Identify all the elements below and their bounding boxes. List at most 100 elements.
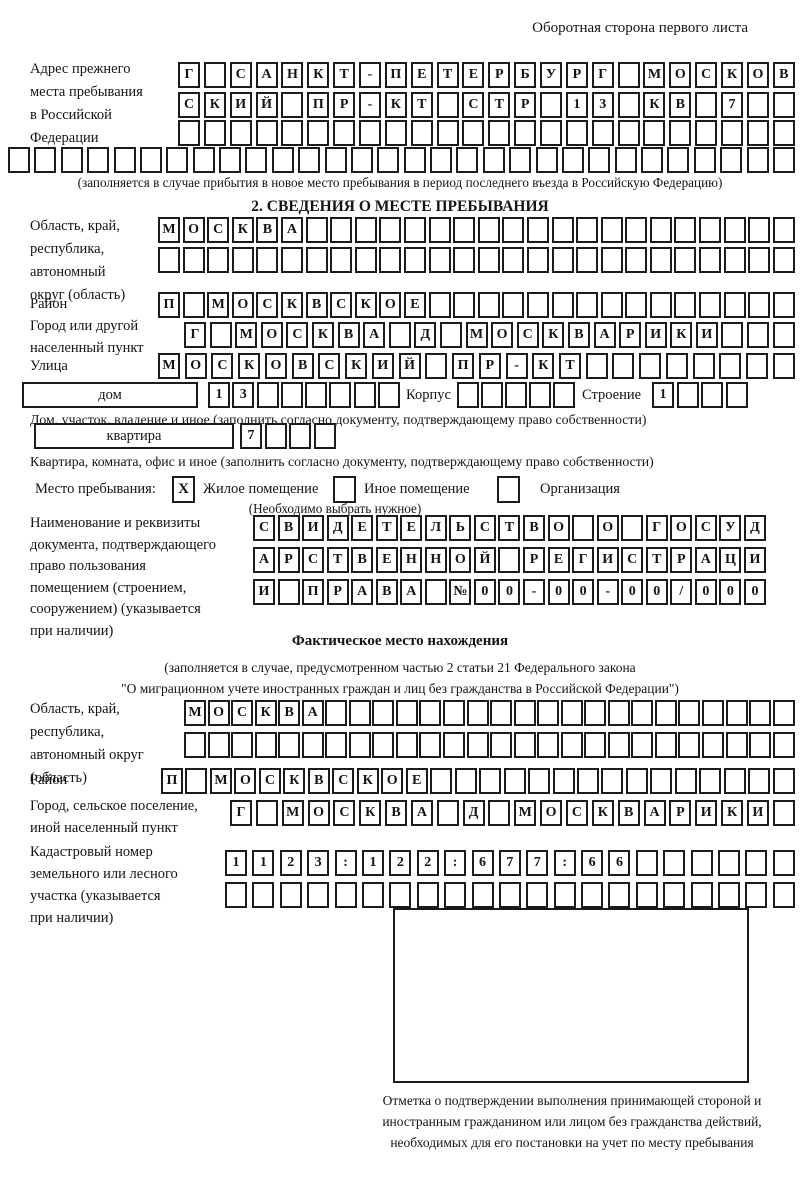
char-cell[interactable]: Т: [559, 353, 582, 379]
char-cell[interactable]: 6: [471, 850, 494, 876]
char-cell[interactable]: Т: [410, 92, 433, 118]
char-cell[interactable]: [702, 732, 725, 758]
char-cell[interactable]: [359, 120, 382, 146]
char-cell[interactable]: [745, 882, 768, 908]
char-cell[interactable]: О: [307, 800, 330, 826]
char-cell[interactable]: Е: [400, 515, 423, 541]
char-cell[interactable]: :: [444, 850, 467, 876]
char-cell[interactable]: В: [385, 800, 408, 826]
char-cell[interactable]: К: [359, 800, 382, 826]
char-cell[interactable]: [676, 382, 699, 408]
char-cell[interactable]: [746, 353, 769, 379]
char-cell[interactable]: [477, 217, 500, 243]
char-cell[interactable]: С: [473, 515, 496, 541]
korpus-cells[interactable]: [457, 382, 575, 408]
char-cell[interactable]: [725, 732, 748, 758]
char-cell[interactable]: [772, 247, 795, 273]
char-cell[interactable]: Г: [184, 322, 206, 348]
char-cell[interactable]: М: [465, 322, 488, 348]
char-cell[interactable]: 1: [252, 850, 275, 876]
char-cell[interactable]: [772, 292, 795, 318]
char-cell[interactable]: [477, 292, 500, 318]
char-cell[interactable]: [203, 62, 226, 88]
char-cell[interactable]: Т: [375, 515, 398, 541]
char-cell[interactable]: [333, 120, 356, 146]
char-cell[interactable]: [772, 800, 795, 826]
char-cell[interactable]: [231, 732, 254, 758]
char-cell[interactable]: [139, 147, 162, 173]
char-cell[interactable]: [649, 292, 672, 318]
char-cell[interactable]: 7: [721, 92, 744, 118]
char-cell[interactable]: У: [540, 62, 563, 88]
char-cell[interactable]: [219, 147, 241, 173]
char-cell[interactable]: [453, 292, 476, 318]
char-cell[interactable]: О: [182, 217, 205, 243]
char-cell[interactable]: [678, 700, 701, 726]
char-cell[interactable]: [395, 700, 418, 726]
char-cell[interactable]: И: [746, 800, 769, 826]
char-cell[interactable]: [537, 700, 560, 726]
char-cell[interactable]: И: [596, 547, 619, 573]
char-cell[interactable]: [585, 353, 608, 379]
char-cell[interactable]: [490, 732, 513, 758]
char-cell[interactable]: [280, 247, 303, 273]
char-cell[interactable]: К: [542, 322, 565, 348]
char-cell[interactable]: [551, 217, 574, 243]
char-cell[interactable]: -: [359, 62, 382, 88]
char-cell[interactable]: В: [256, 217, 279, 243]
char-cell[interactable]: [255, 120, 278, 146]
char-cell[interactable]: [591, 120, 614, 146]
char-cell[interactable]: Т: [326, 547, 349, 573]
char-cell[interactable]: [631, 700, 654, 726]
char-cell[interactable]: [377, 382, 400, 408]
char-cell[interactable]: К: [643, 92, 666, 118]
char-cell[interactable]: [553, 382, 575, 408]
char-cell[interactable]: [614, 147, 637, 173]
char-cell[interactable]: [526, 247, 549, 273]
char-cell[interactable]: [505, 382, 527, 408]
char-cell[interactable]: Д: [462, 800, 485, 826]
char-cell[interactable]: [693, 147, 716, 173]
char-cell[interactable]: :: [553, 850, 576, 876]
char-cell[interactable]: [674, 217, 697, 243]
char-cell[interactable]: Г: [572, 547, 595, 573]
char-cell[interactable]: О: [547, 515, 570, 541]
char-cell[interactable]: Е: [405, 768, 428, 794]
char-cell[interactable]: [185, 768, 208, 794]
char-cell[interactable]: [502, 217, 525, 243]
char-cell[interactable]: К: [721, 800, 744, 826]
char-cell[interactable]: П: [307, 92, 330, 118]
char-cell[interactable]: [617, 120, 640, 146]
char-cell[interactable]: А: [643, 800, 666, 826]
char-cell[interactable]: [540, 92, 563, 118]
char-cell[interactable]: 0: [694, 579, 717, 605]
char-cell[interactable]: [721, 120, 744, 146]
char-cell[interactable]: [772, 322, 795, 348]
char-cell[interactable]: [424, 579, 447, 605]
char-cell[interactable]: О: [491, 322, 514, 348]
char-cell[interactable]: 1: [652, 382, 674, 408]
char-cell[interactable]: [490, 700, 513, 726]
char-cell[interactable]: [772, 882, 795, 908]
char-cell[interactable]: М: [158, 353, 180, 379]
char-cell[interactable]: [561, 147, 584, 173]
char-cell[interactable]: [565, 120, 588, 146]
char-cell[interactable]: [207, 732, 230, 758]
char-cell[interactable]: О: [540, 800, 563, 826]
char-cell[interactable]: А: [400, 579, 423, 605]
char-cell[interactable]: [669, 120, 692, 146]
char-cell[interactable]: С: [318, 353, 341, 379]
char-cell[interactable]: Т: [436, 62, 459, 88]
checkbox-inoe[interactable]: [333, 476, 356, 503]
char-cell[interactable]: [209, 322, 232, 348]
char-cell[interactable]: К: [231, 217, 254, 243]
char-cell[interactable]: [749, 700, 772, 726]
char-cell[interactable]: [551, 292, 574, 318]
char-cell[interactable]: [454, 768, 477, 794]
char-cell[interactable]: 7: [498, 850, 521, 876]
char-cell[interactable]: Л: [424, 515, 447, 541]
char-cell[interactable]: [552, 768, 575, 794]
char-cell[interactable]: [403, 217, 426, 243]
